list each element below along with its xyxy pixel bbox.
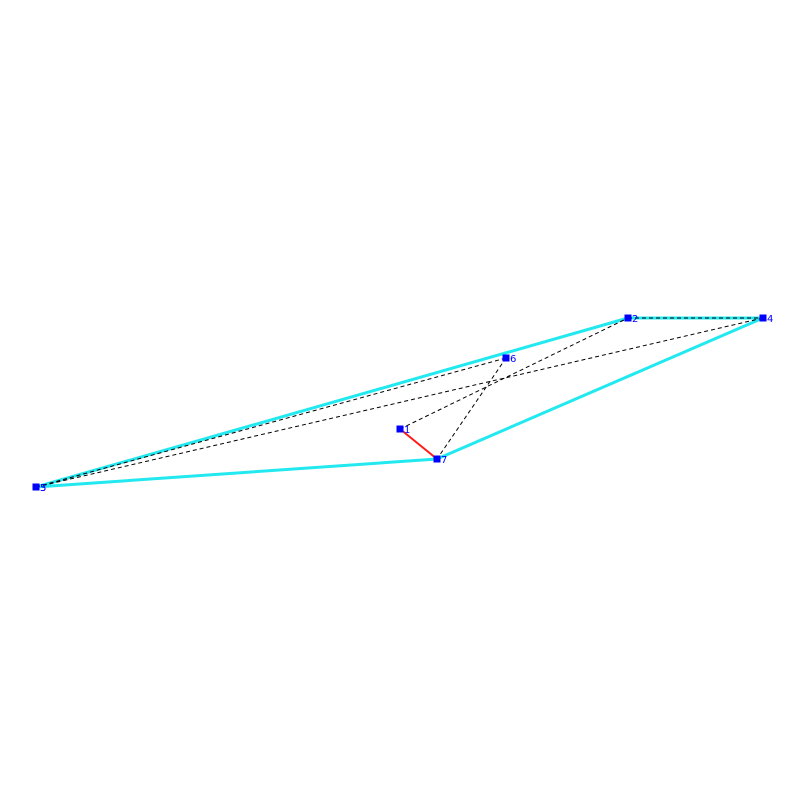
node-7: 7: [433, 455, 447, 466]
node-marker: [624, 314, 632, 322]
dashed-edge-1-2: [399, 317, 629, 430]
node-marker: [32, 483, 40, 491]
node-label: 7: [441, 455, 447, 466]
hull-edge-7-5: [34, 457, 439, 489]
node-label: 3: [40, 483, 46, 494]
highlight-edges: [399, 428, 438, 460]
dashed-edge-5-6: [35, 357, 507, 488]
dashed-edge-5-4: [35, 317, 764, 488]
node-4: 4: [759, 314, 773, 325]
node-label: 4: [767, 314, 773, 325]
graph-nodes: 1 2 3 4 5 6 7: [32, 314, 773, 494]
node-1: 1: [396, 425, 410, 436]
node-marker: [396, 425, 404, 433]
node-label: 5: [40, 483, 46, 494]
node-label: 6: [510, 354, 516, 365]
node-6: 6: [502, 354, 516, 365]
node-marker: [433, 455, 441, 463]
highlight-edge-1-7: [399, 428, 438, 460]
node-label: 1: [404, 425, 410, 436]
node-marker: [502, 354, 510, 362]
dashed-edge-6-7: [436, 357, 507, 460]
dashed-edges: [35, 317, 764, 488]
hull-edge-4-7: [435, 316, 765, 461]
node-5: 5: [32, 483, 46, 494]
node-marker: [759, 314, 767, 322]
node-2: 2: [624, 314, 638, 325]
node-label: 2: [632, 314, 638, 325]
hull-edge-5-2: [34, 316, 630, 489]
